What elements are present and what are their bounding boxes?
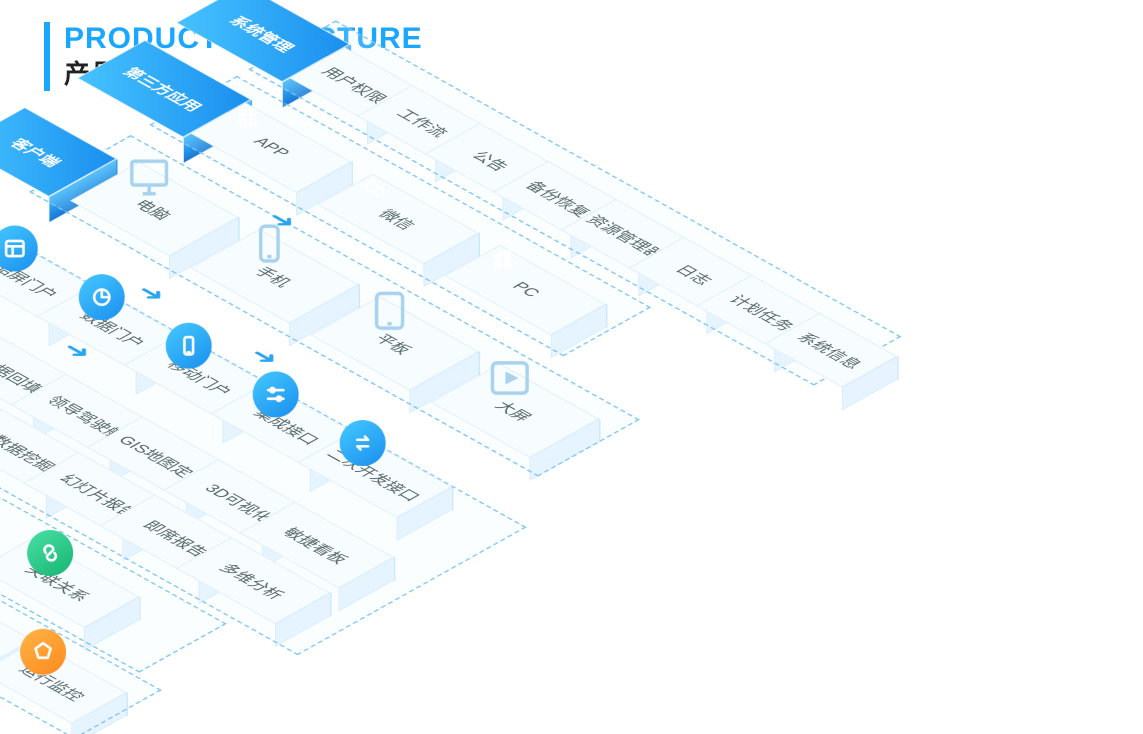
third-icon-2 [489,237,515,282]
portal-icon-4 [339,420,385,466]
portal-icon-3 [252,371,298,417]
isometric-diagram: 支持软件数据整合数据建模ABI一站式数据分析平台分析展现客户端第三方应用系统管理… [0,0,1143,734]
third-icon-0 [234,95,260,140]
portal-icon-1 [78,274,124,320]
integrate-icon-4 [20,629,66,675]
client-device-1 [243,217,295,279]
third-icon-1 [362,166,388,211]
client-device-0 [123,150,175,212]
arrow-icon: ➜ [130,281,172,305]
client-device-2 [363,285,415,347]
portal-icon-2 [165,322,211,368]
client-device-3 [483,352,535,414]
model-icon-2 [27,530,73,576]
arrow-icon: ➜ [243,345,285,369]
